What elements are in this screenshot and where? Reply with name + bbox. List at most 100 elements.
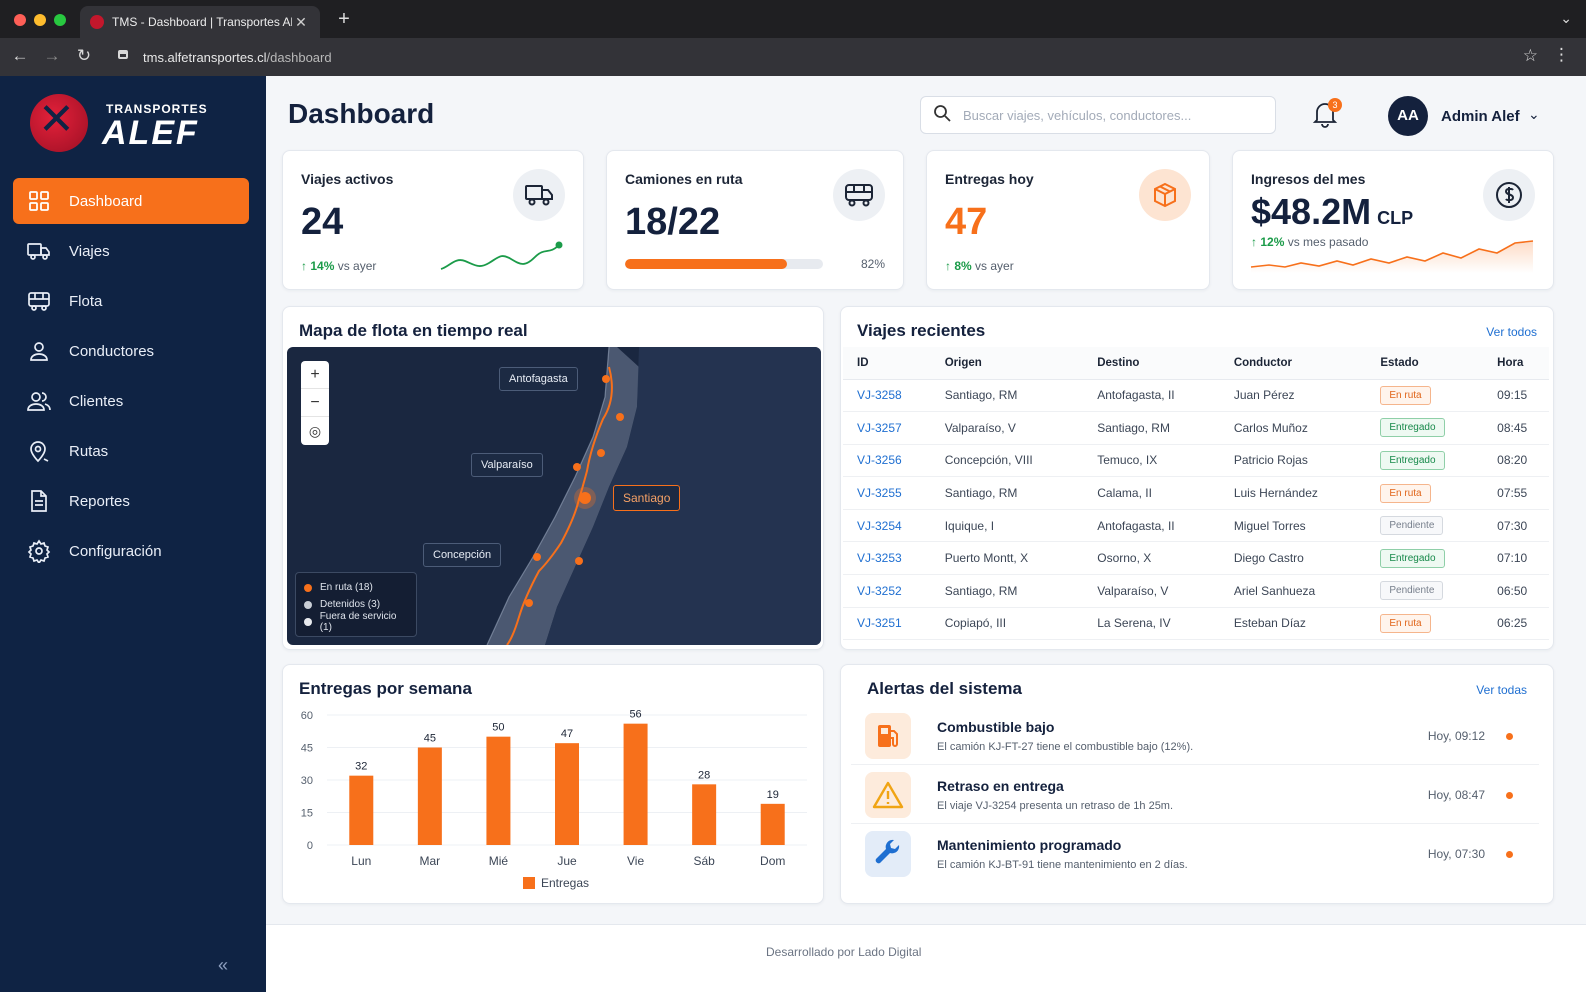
trip-id-link[interactable]: VJ-3258 (843, 379, 931, 413)
bookmark-star-icon[interactable]: ☆ (1522, 46, 1538, 65)
chevron-down-icon[interactable]: ⌄ (1528, 106, 1540, 122)
alert-item[interactable]: Retraso en entrega El viaje VJ-3254 pres… (851, 766, 1539, 824)
sidebar-item-flota[interactable]: Flota (13, 278, 249, 324)
fleet-map[interactable]: + − ◎ Antofagasta Valparaíso Santiago Co… (287, 347, 821, 645)
bar (486, 736, 511, 845)
search-box[interactable] (920, 96, 1276, 134)
bar-value-label: 45 (424, 733, 436, 745)
sidebar-item-reportes[interactable]: Reportes (13, 478, 249, 524)
table-row[interactable]: VJ-3257 Valparaíso, V Santiago, RM Carlos M… (843, 411, 1549, 445)
sidebar-item-configuracion[interactable]: Configuración (13, 528, 249, 574)
search-input[interactable] (963, 107, 1253, 123)
trend-up-icon: ↑ (1251, 235, 1261, 249)
trip-id-link[interactable]: VJ-3254 (843, 509, 931, 543)
view-all-trips-link[interactable]: Ver todos (1486, 325, 1537, 339)
alert-item[interactable]: Mantenimiento programado El camión KJ-BT… (851, 825, 1539, 883)
table-row[interactable]: VJ-3256 Concepción, VIII Temuco, IX Patrici… (843, 444, 1549, 478)
kpi-trend: ↑ 14% vs ayer (301, 259, 376, 273)
status-cell: Pendiente (1366, 509, 1484, 543)
maximize-window-button[interactable] (54, 14, 66, 26)
sidebar-item-label: Dashboard (69, 192, 143, 210)
table-row[interactable]: VJ-3258 Santiago, RM Antofagasta, II Juan P… (843, 379, 1549, 413)
locate-icon[interactable]: ◎ (308, 423, 322, 439)
logo[interactable]: TRANSPORTES ALEF (30, 94, 230, 154)
reload-icon[interactable]: ↻ (76, 46, 92, 65)
close-window-button[interactable] (14, 14, 26, 26)
user-name[interactable]: Admin Alef (1441, 108, 1520, 125)
kpi-trend-value: 14% (310, 259, 335, 273)
bar-value-label: 56 (629, 709, 641, 721)
sidebar-item-dashboard[interactable]: Dashboard (13, 178, 249, 224)
notifications-button[interactable]: 3 (1312, 98, 1342, 130)
trip-id-link[interactable]: VJ-3252 (843, 574, 931, 608)
sidebar-item-viajes[interactable]: Viajes (13, 228, 249, 274)
table-row[interactable]: VJ-3251 Copiapó, III La Serena, IV Esteban … (843, 607, 1549, 641)
column-header[interactable]: Origen (930, 347, 1084, 380)
bus-icon (27, 289, 51, 313)
table-cell: Esteban Díaz (1219, 607, 1367, 641)
zoom-out-button[interactable]: − (301, 389, 329, 417)
browser-tab[interactable]: TMS - Dashboard | Transportes Alef ✕ (80, 6, 320, 38)
alert-item[interactable]: Combustible bajo El camión KJ-FT-27 tien… (851, 707, 1539, 765)
trip-id-link[interactable]: VJ-3255 (843, 476, 931, 510)
table-cell: Antofagasta, II (1083, 379, 1220, 413)
truck-icon (27, 239, 51, 263)
table-row[interactable]: VJ-3254 Iquique, I Antofagasta, II Miguel T… (843, 509, 1549, 543)
sidebar-item-conductores[interactable]: Conductores (13, 328, 249, 374)
collapse-sidebar-button[interactable]: « (218, 955, 229, 975)
tab-list-chevron-icon[interactable]: ⌄ (1560, 10, 1572, 26)
map-pin-icon (27, 439, 51, 463)
close-tab-icon[interactable]: ✕ (295, 13, 307, 30)
kpi-unit: CLP (1377, 208, 1414, 228)
sidebar-item-rutas[interactable]: Rutas (13, 428, 249, 474)
alert-description: El camión KJ-BT-91 tiene mantenimiento e… (937, 859, 1188, 871)
new-tab-button[interactable]: + (338, 8, 350, 30)
legend-item: En ruta (18) (304, 579, 408, 596)
column-header[interactable]: Estado (1366, 347, 1484, 380)
back-icon[interactable]: ← (11, 46, 29, 65)
kpi-label: Ingresos del mes (1251, 171, 1366, 187)
trip-id-link[interactable]: VJ-3256 (843, 444, 931, 478)
trip-id-link[interactable]: VJ-3253 (843, 541, 931, 576)
page-title: Dashboard (288, 98, 435, 129)
column-header[interactable]: Hora (1483, 347, 1549, 380)
column-header[interactable]: Conductor (1219, 347, 1367, 380)
table-row[interactable]: VJ-3252 Santiago, RM Valparaíso, V Ariel Sa… (843, 574, 1549, 608)
column-header[interactable]: ID (843, 347, 931, 380)
view-all-alerts-link[interactable]: Ver todas (1476, 683, 1527, 697)
map-city-label-selected[interactable]: Santiago (613, 485, 681, 511)
kpi-value: 47 (945, 201, 988, 243)
sidebar-item-clientes[interactable]: Clientes (13, 378, 249, 424)
trips-title: Viajes recientes (857, 321, 986, 340)
x-tick-label: Mié (489, 854, 509, 868)
footer-company-link[interactable]: Lado Digital (858, 945, 922, 959)
map-city-label[interactable]: Antofagasta (499, 367, 578, 391)
table-cell: Temuco, IX (1083, 444, 1220, 478)
map-title: Mapa de flota en tiempo real (299, 321, 528, 340)
kpi-value: 18/22 (625, 201, 721, 243)
alert-title: Combustible bajo (937, 719, 1055, 735)
table-cell: Santiago, RM (1083, 411, 1220, 445)
legend-dot (304, 583, 312, 592)
avatar[interactable]: AA (1388, 96, 1428, 136)
trip-id-link[interactable]: VJ-3251 (843, 607, 931, 641)
address-bar[interactable]: tms.alfetransportes.cl/dashboard (143, 50, 332, 65)
column-header[interactable]: Destino (1083, 347, 1220, 380)
map-city-label[interactable]: Concepción (423, 543, 502, 567)
trips-table-body: VJ-3258 Santiago, RM Antofagasta, II Juan P… (843, 379, 1549, 641)
table-row[interactable]: VJ-3255 Santiago, RM Calama, II Luis Hernán… (843, 476, 1549, 510)
kpi-label: Entregas hoy (945, 171, 1034, 187)
trip-id-link[interactable]: VJ-3257 (843, 411, 931, 445)
minimize-window-button[interactable] (34, 14, 46, 26)
document-icon (27, 489, 51, 513)
zoom-in-button[interactable]: + (301, 361, 329, 389)
alert-time: Hoy, 07:30 (1427, 847, 1485, 861)
kpi-label: Camiones en ruta (625, 171, 743, 187)
map-city-label[interactable]: Valparaíso (471, 453, 543, 477)
url-host: tms.alfetransportes.cl (143, 50, 267, 65)
table-row[interactable]: VJ-3253 Puerto Montt, X Osorno, X Diego Cas… (843, 541, 1549, 576)
table-cell: Valparaíso, V (930, 411, 1084, 445)
fuel-icon (865, 713, 911, 759)
forward-icon[interactable]: → (43, 46, 61, 65)
browser-menu-icon[interactable]: ⋮ (1553, 45, 1570, 64)
